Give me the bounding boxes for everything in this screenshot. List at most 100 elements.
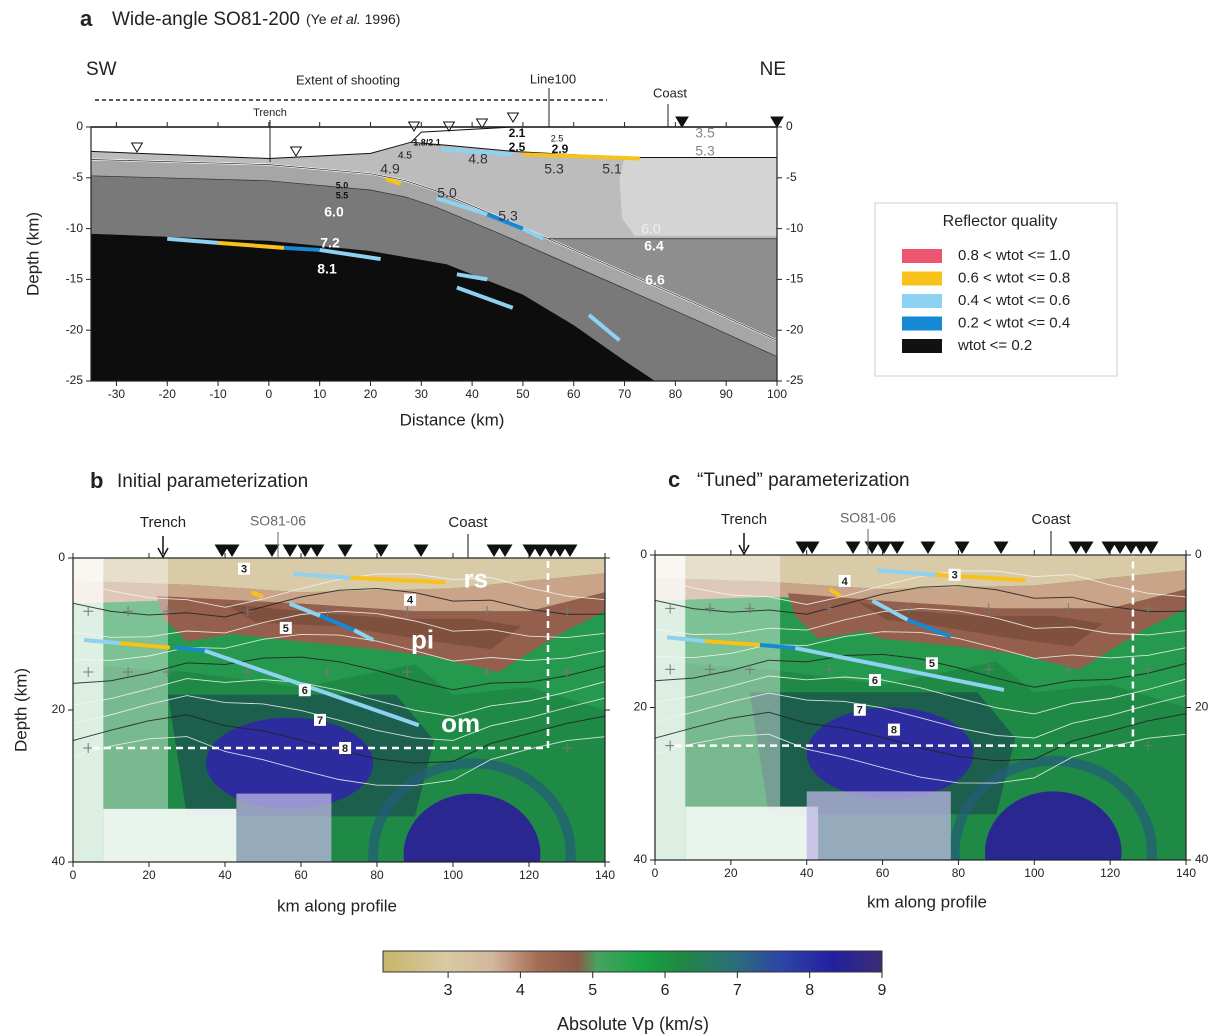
contour-label-box: [404, 593, 417, 606]
layer-label: om: [441, 708, 480, 738]
reflector: [828, 587, 842, 598]
y-tick-label: -5: [786, 170, 797, 184]
boundary: [410, 127, 513, 143]
reflector: [250, 590, 264, 599]
contour-label: 5: [929, 658, 935, 670]
x-tick-label: 120: [1100, 866, 1120, 880]
y-tick-label: 0: [1195, 547, 1202, 561]
station: [475, 118, 489, 129]
y-tick-label: 20: [52, 702, 66, 716]
reflector: [319, 613, 355, 633]
node-marker: [1063, 603, 1074, 614]
station: [282, 544, 298, 557]
node-marker: [322, 606, 333, 617]
station: [522, 544, 538, 557]
legend-swatch: [902, 271, 942, 286]
velocity-label: 3.5: [695, 125, 715, 141]
x-tick-label: 90: [720, 387, 734, 401]
panel-title: “Tuned” parameterization: [697, 470, 910, 491]
node-marker: [562, 667, 572, 677]
resolution-box: [92, 558, 550, 750]
station: [552, 544, 568, 557]
colorbar-tick-label: 9: [878, 982, 887, 999]
y-tick-label: -10: [786, 221, 804, 235]
velocity-label: 6.6: [645, 272, 665, 288]
station: [1101, 541, 1117, 554]
y-tick-label: -15: [66, 272, 84, 286]
contour: [655, 692, 1186, 739]
velocity-label: 2.5: [551, 133, 564, 143]
velocity-label: 5.3: [498, 208, 518, 224]
reflector: [456, 272, 488, 282]
contour-label: 7: [857, 705, 863, 717]
x-tick-label: 60: [876, 866, 890, 880]
node-marker: [83, 606, 94, 617]
x-tick-label: 100: [767, 387, 787, 401]
line-label: SO81-06: [250, 513, 306, 529]
legend-label: 0.4 < wtot <= 0.6: [958, 292, 1070, 309]
y-tick-label: 40: [634, 852, 648, 866]
node-marker: [824, 603, 835, 614]
x-axis-label: km along profile: [277, 896, 397, 915]
node-marker: [123, 667, 134, 677]
reflector: [704, 639, 761, 647]
resolution-mask: [103, 808, 237, 862]
colorbar-tick-label: 7: [733, 982, 742, 999]
station: [497, 544, 513, 557]
side-label: SW: [86, 59, 117, 80]
boundary: [91, 159, 777, 341]
y-tick-label: -25: [66, 373, 84, 387]
station: [1078, 541, 1094, 554]
colorbar-tick-label: 4: [516, 982, 525, 999]
node-marker: [322, 667, 333, 677]
station: [309, 544, 325, 557]
velocity-label: 5.5: [336, 190, 349, 200]
reflector: [385, 176, 402, 186]
velocity-label: 8.1: [317, 261, 337, 277]
reflector: [350, 575, 446, 585]
velocity-label: 2.9: [552, 142, 569, 156]
node-marker: [242, 606, 253, 617]
reflector: [666, 635, 706, 644]
y-tick-label: 40: [1195, 852, 1209, 866]
panel-title: Initial parameterization: [117, 471, 308, 492]
node-marker: [402, 606, 413, 617]
x-tick-label: 20: [364, 387, 378, 401]
reflector: [83, 638, 121, 646]
contour-label-box: [868, 674, 881, 687]
reflector: [456, 285, 514, 310]
velocity-label: 2.5: [509, 140, 526, 154]
citation: (Ye: [306, 11, 330, 27]
resolution-box: [674, 555, 1135, 747]
station: [876, 541, 892, 554]
colorbar-tick-label: 6: [661, 982, 670, 999]
station: [373, 544, 389, 557]
resolution-mask: [73, 558, 104, 862]
node-marker: [482, 667, 493, 677]
node-marker: [1143, 740, 1154, 751]
velocity-field: [403, 793, 541, 862]
x-tick-label: -20: [159, 387, 177, 401]
node-marker: [983, 603, 994, 614]
x-tick-label: 140: [595, 868, 615, 882]
colorbar-tick-label: 8: [805, 982, 814, 999]
velocity-label: 7.2: [320, 235, 340, 251]
panel-letter: c: [668, 467, 680, 492]
station: [1133, 541, 1149, 554]
contour: [655, 631, 1186, 659]
node-marker: [744, 603, 755, 614]
x-axis-label: km along profile: [867, 892, 987, 911]
contour: [73, 695, 605, 741]
line-label: SO81-06: [840, 510, 896, 526]
velocity-label: 5.3: [695, 143, 715, 159]
x-tick-label: 80: [370, 868, 384, 882]
contour-label: 4: [842, 576, 849, 588]
trench-arrow: [157, 536, 169, 559]
contour-label: 4: [407, 595, 414, 607]
node-marker: [123, 606, 134, 617]
contour-label-box: [853, 703, 866, 716]
x-tick-label: 100: [443, 868, 463, 882]
y-tick-label: -25: [786, 373, 804, 387]
x-tick-label: -10: [209, 387, 227, 401]
velocity-field: [73, 573, 605, 612]
